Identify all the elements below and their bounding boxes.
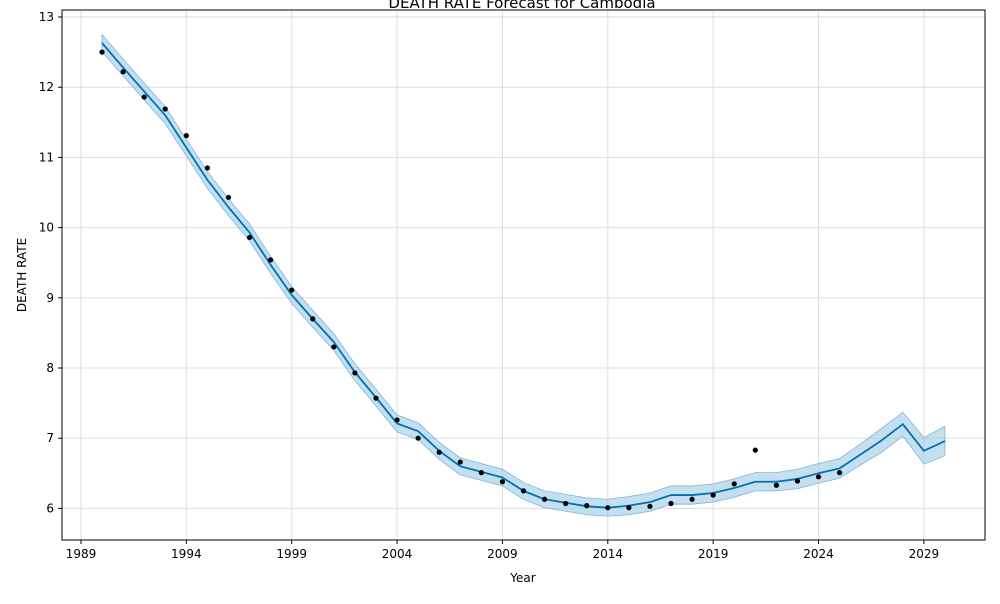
y-tick-label: 11 (39, 150, 54, 164)
observed-points-layer (99, 49, 843, 511)
observed-point (162, 106, 168, 112)
observed-point (373, 395, 379, 401)
observed-point (310, 316, 316, 322)
observed-point (836, 470, 843, 476)
observed-point (246, 234, 253, 241)
x-tick-label: 1994 (171, 547, 202, 561)
y-tick-label: 10 (39, 221, 54, 235)
x-tick-label: 2004 (382, 547, 413, 561)
observed-point (584, 503, 590, 509)
x-tick-label: 2019 (698, 547, 729, 561)
y-tick-label: 13 (39, 10, 54, 24)
y-tick-label: 8 (46, 361, 54, 375)
observed-point (710, 492, 716, 498)
observed-point (794, 478, 801, 484)
observed-point (225, 194, 232, 201)
observed-point (204, 165, 211, 171)
x-tick-label: 2014 (593, 547, 624, 561)
chart-title: DEATH RATE Forecast for Cambodia (388, 0, 655, 12)
confidence-band (101, 33, 946, 517)
x-tick-label: 2009 (487, 547, 518, 561)
observed-point (183, 133, 189, 139)
observed-point (436, 449, 442, 455)
observed-point (394, 417, 400, 423)
observed-point (668, 500, 674, 507)
observed-point (752, 447, 758, 453)
y-tick-label: 9 (46, 291, 54, 305)
observed-point (626, 505, 632, 511)
x-tick-label: 2029 (909, 547, 940, 561)
plot-frame (61, 9, 986, 541)
observed-point (541, 496, 548, 502)
observed-point (815, 474, 822, 480)
x-tick-label: 1999 (276, 547, 307, 561)
observed-point (773, 482, 779, 488)
y-tick-label: 12 (39, 80, 54, 94)
observed-point (647, 503, 653, 509)
observed-point (268, 257, 274, 263)
observed-point (605, 505, 611, 511)
observed-point (563, 500, 569, 507)
observed-point (141, 94, 147, 100)
observed-point (689, 496, 695, 502)
x-axis-label: Year (509, 571, 535, 585)
observed-point (499, 479, 506, 485)
observed-point (520, 488, 527, 494)
observed-point (289, 287, 295, 293)
observed-point (731, 481, 737, 487)
y-tick-label: 7 (46, 431, 54, 445)
grid-layer (62, 10, 985, 540)
y-axis-label: DEATH RATE (15, 238, 29, 312)
observed-point (99, 49, 105, 55)
confidence-band-layer (101, 33, 946, 517)
observed-point (478, 470, 484, 476)
x-tick-label: 2024 (803, 547, 834, 561)
observed-point (457, 459, 463, 465)
x-tick-label: 1989 (66, 547, 97, 561)
observed-point (331, 344, 337, 350)
y-tick-label: 6 (46, 501, 54, 515)
observed-point (415, 435, 421, 441)
observed-point (120, 69, 126, 75)
x-axis-ticks: 1989 1994 1999 2004 2009 2014 2019 2024 2029 (66, 540, 939, 561)
observed-point (352, 370, 358, 376)
y-axis-ticks: 6 7 8 9 10 11 12 13 (39, 10, 62, 515)
